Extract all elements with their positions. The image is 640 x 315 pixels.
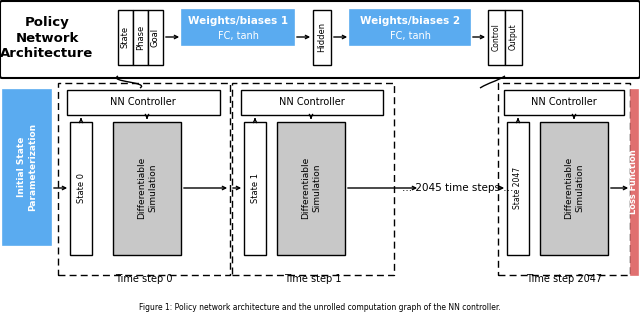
Text: Weights/biases 1: Weights/biases 1 bbox=[188, 16, 288, 26]
Bar bbox=[70, 122, 92, 255]
Bar bbox=[148, 10, 163, 65]
Text: Differentiable
Simulation: Differentiable Simulation bbox=[564, 157, 584, 219]
Text: NN Controller: NN Controller bbox=[279, 97, 345, 107]
FancyBboxPatch shape bbox=[0, 1, 640, 78]
Text: FC, tanh: FC, tanh bbox=[390, 31, 431, 41]
Bar bbox=[113, 122, 181, 255]
Bar bbox=[631, 90, 638, 275]
Bar bbox=[540, 122, 608, 255]
Text: Initial State
Parameterization: Initial State Parameterization bbox=[17, 123, 37, 211]
Text: Time step 1: Time step 1 bbox=[284, 274, 342, 284]
Bar bbox=[504, 90, 624, 115]
Text: Differentiable
Simulation: Differentiable Simulation bbox=[301, 157, 321, 219]
Bar bbox=[3, 90, 51, 245]
Text: FC, tanh: FC, tanh bbox=[218, 31, 259, 41]
Bar bbox=[498, 83, 630, 275]
Bar bbox=[241, 90, 383, 115]
Bar bbox=[350, 10, 470, 45]
Text: Time step 2047: Time step 2047 bbox=[526, 274, 602, 284]
Text: NN Controller: NN Controller bbox=[110, 97, 176, 107]
Bar bbox=[232, 83, 394, 275]
Text: Weights/biases 2: Weights/biases 2 bbox=[360, 16, 460, 26]
Text: Figure 1: Policy network architecture and the unrolled computation graph of the : Figure 1: Policy network architecture an… bbox=[139, 303, 501, 312]
Text: Loss Function: Loss Function bbox=[630, 150, 639, 215]
Text: State 0: State 0 bbox=[77, 173, 86, 203]
Bar bbox=[507, 122, 529, 255]
Bar bbox=[277, 122, 345, 255]
Text: NN Controller: NN Controller bbox=[531, 97, 597, 107]
Text: State: State bbox=[121, 26, 130, 48]
Text: Differentiable
Simulation: Differentiable Simulation bbox=[137, 157, 157, 219]
Bar bbox=[118, 10, 133, 65]
Bar bbox=[133, 10, 148, 65]
Bar bbox=[67, 90, 220, 115]
Text: State 1: State 1 bbox=[250, 173, 259, 203]
Bar bbox=[58, 83, 230, 275]
Text: Phase: Phase bbox=[136, 24, 145, 50]
Bar bbox=[313, 10, 331, 65]
Text: Hidden: Hidden bbox=[317, 22, 326, 52]
Text: ... 2045 time steps ...: ... 2045 time steps ... bbox=[403, 183, 514, 193]
Text: Output: Output bbox=[509, 24, 518, 50]
Text: Goal: Goal bbox=[151, 27, 160, 47]
Text: Policy
Network
Architecture: Policy Network Architecture bbox=[1, 16, 93, 60]
Text: Time step 0: Time step 0 bbox=[115, 274, 173, 284]
Bar bbox=[505, 10, 522, 65]
Bar bbox=[488, 10, 505, 65]
Text: State 2047: State 2047 bbox=[513, 167, 522, 209]
Bar bbox=[244, 122, 266, 255]
Bar bbox=[182, 10, 294, 45]
Text: Control: Control bbox=[492, 23, 501, 51]
